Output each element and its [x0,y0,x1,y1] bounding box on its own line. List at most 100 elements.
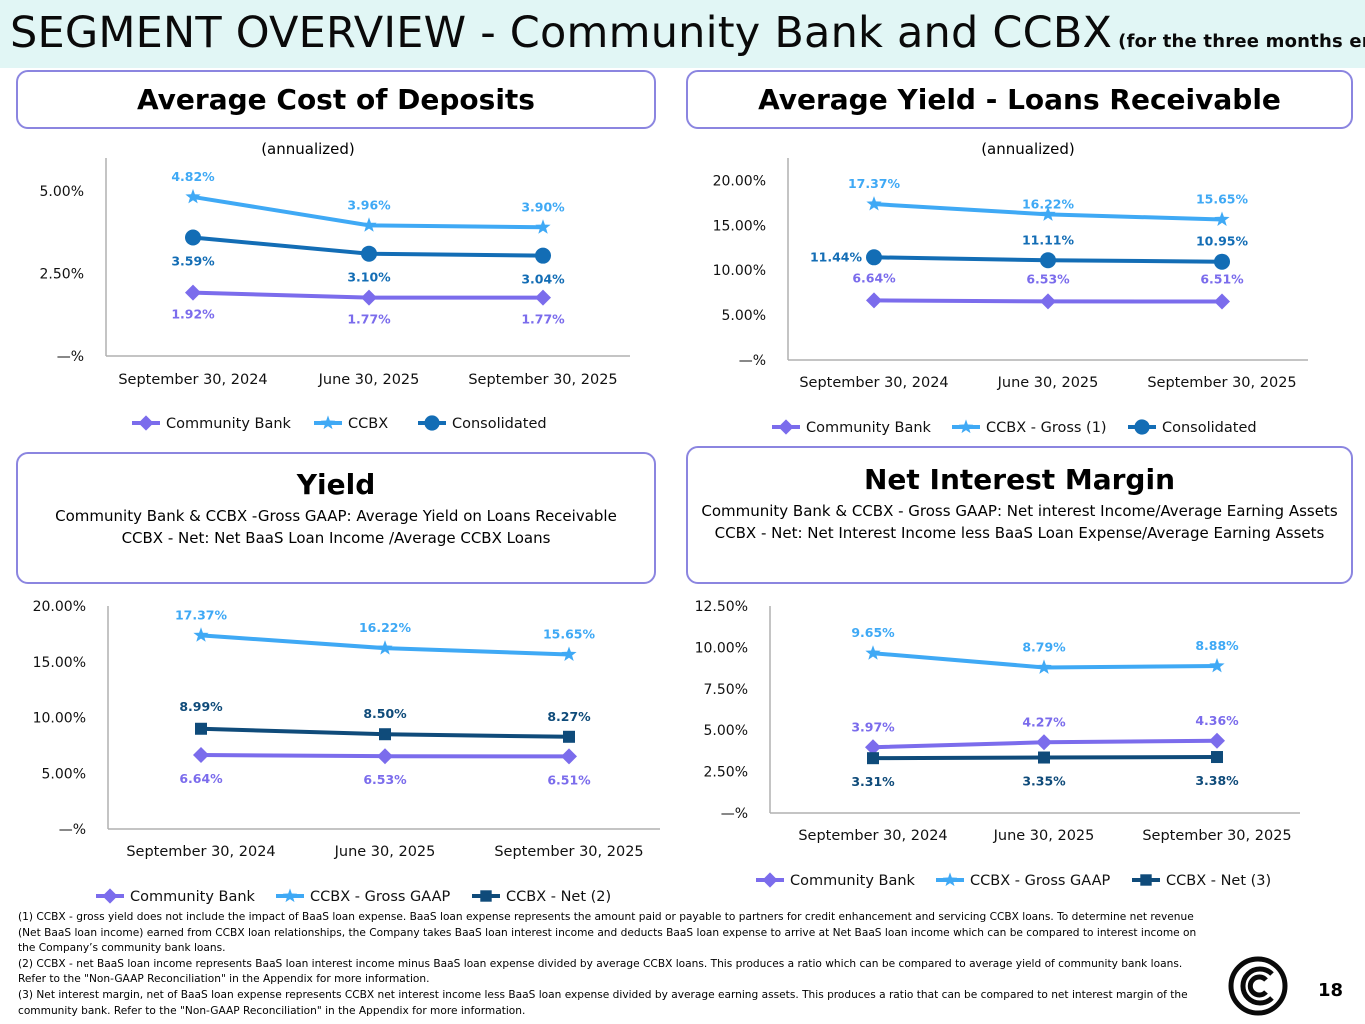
yield-data-label: 8.50% [363,706,407,721]
nim-y-tick-label: 2.50% [704,765,748,781]
yield-x-tick-label: September 30, 2024 [126,844,275,860]
yield-data-point [193,627,209,642]
yield-x-tick-label: June 30, 2025 [334,844,436,860]
loans-data-label: 10.95% [1196,234,1249,249]
yield-legend-label: CCBX - Gross GAAP [310,889,451,905]
loans-y-tick-label: —% [739,353,766,369]
loans-data-point [866,249,882,266]
deposits-data-label: 3.96% [347,197,391,212]
nim-data-label: 3.35% [1022,774,1066,789]
nim-chart-svg: —% 2.50% 5.00% 7.50% 10.00% 12.50% September 3… [695,599,1300,889]
nim-data-point [1211,751,1223,764]
loans-legend-label: Consolidated [1162,420,1257,436]
deposits-annualized-note: (annualized) [261,140,355,158]
deposits-data-label: 4.82% [171,169,215,184]
loans-data-point [1214,253,1230,270]
deposits-data-label: 3.04% [521,272,565,287]
nim-x-tick-label: September 30, 2025 [1142,828,1291,844]
yield-data-point [377,748,393,765]
deposits-data-point [185,284,201,301]
nim-legend-label: Community Bank [790,873,916,889]
deposits-data-point [535,247,551,264]
deposits-x-tick-label: September 30, 2025 [468,372,617,388]
deposits-legend-marker [138,415,154,431]
yield-legend-marker [102,888,118,904]
footnote-2: (2) CCBX - net BaaS loan income represen… [18,957,1183,986]
loans-annualized-note: (annualized) [981,140,1075,158]
loans-title-box: Average Yield - Loans Receivable [686,70,1353,129]
deposits-data-point [535,289,551,306]
yield-data-label: 6.64% [179,771,223,786]
loans-x-tick-label: June 30, 2025 [997,375,1099,391]
deposits-title-box: Average Cost of Deposits [16,70,656,129]
nim-data-point [1209,657,1225,673]
deposits-data-point [361,289,377,306]
nim-data-label: 3.38% [1195,773,1239,788]
nim-definition-2: CCBX - Net: Net Interest Income less Baa… [714,524,1325,542]
yield-y-tick-label: 20.00% [33,599,86,615]
yield-data-label: 8.99% [179,699,223,714]
deposits-x-tick-label: June 30, 2025 [318,372,420,388]
loans-y-tick-label: 20.00% [713,173,766,189]
yield-data-label: 6.53% [363,772,407,787]
loans-data-label: 17.37% [848,176,901,191]
loans-legend-label: CCBX - Gross (1) [986,420,1107,436]
nim-data-label: 8.88% [1195,638,1239,653]
loans-legend-label: Community Bank [806,420,932,436]
nim-definition-1: Community Bank & CCBX - Gross GAAP: Net … [701,502,1338,520]
deposits-legend-marker [424,415,440,431]
nim-y-tick-label: 7.50% [704,682,748,698]
deposits-legend-label: Consolidated [452,416,547,432]
deposits-y-tick-label: —% [57,349,84,365]
deposits-data-point [361,245,377,262]
yield-data-point [561,646,577,661]
nim-data-point [1036,659,1052,674]
yield-data-label: 17.37% [175,607,228,622]
yield-definition-1: Community Bank & CCBX -Gross GAAP: Avera… [55,507,617,525]
yield-chart-svg: —% 5.00% 10.00% 15.00% 20.00% September 30, 2… [33,599,660,905]
loans-data-label: 6.64% [852,270,896,285]
page-title: SEGMENT OVERVIEW - Community Bank and CC… [10,8,1365,58]
nim-legend-label: CCBX - Net (3) [1166,873,1271,889]
deposits-data-point [535,219,551,234]
nim-data-label: 4.36% [1195,713,1239,728]
deposits-data-label: 3.59% [171,254,215,269]
deposits-y-tick-label: 2.50% [40,267,84,283]
loans-data-label: 15.65% [1196,191,1249,206]
yield-definition-2: CCBX - Net: Net BaaS Loan Income /Averag… [121,529,551,547]
loans-data-point [1214,293,1230,310]
nim-data-point [1038,751,1050,764]
nim-data-label: 3.31% [851,774,895,789]
deposits-data-label: 3.90% [521,199,565,214]
yield-legend-marker [480,890,492,902]
nim-y-tick-label: 12.50% [695,599,748,615]
deposits-data-point [185,229,201,246]
deposits-y-tick-label: 5.00% [40,184,84,200]
nim-y-tick-label: 10.00% [695,640,748,656]
loans-y-tick-label: 5.00% [722,308,766,324]
yield-data-point [193,746,209,763]
nim-legend-marker [942,872,958,887]
loans-y-tick-label: 15.00% [713,218,766,234]
yield-data-label: 8.27% [547,709,591,724]
deposits-data-label: 3.10% [347,270,391,285]
yield-data-point [563,730,575,743]
yield-y-tick-label: 15.00% [33,655,86,671]
footnotes: (1) CCBX - gross yield does not include … [18,910,1208,1019]
company-logo-icon [1226,954,1290,1018]
nim-y-tick-label: 5.00% [704,723,748,739]
loans-data-point [866,292,882,309]
footnote-3: (3) Net interest margin, net of BaaS loa… [18,988,1188,1017]
deposits-data-point [185,188,201,204]
nim-data-label: 9.65% [851,625,895,640]
loans-data-label: 16.22% [1022,196,1075,211]
yield-data-point [195,722,207,735]
loans-data-label: 6.53% [1026,271,1070,286]
loans-data-label: 6.51% [1200,272,1244,287]
nim-data-point [865,645,881,660]
deposits-title: Average Cost of Deposits [137,83,535,116]
page-subtitle: (for the three months ended) [1118,31,1365,52]
nim-legend-marker [1140,874,1152,886]
loans-legend-marker [1134,419,1150,435]
yield-y-tick-label: 10.00% [33,711,86,727]
